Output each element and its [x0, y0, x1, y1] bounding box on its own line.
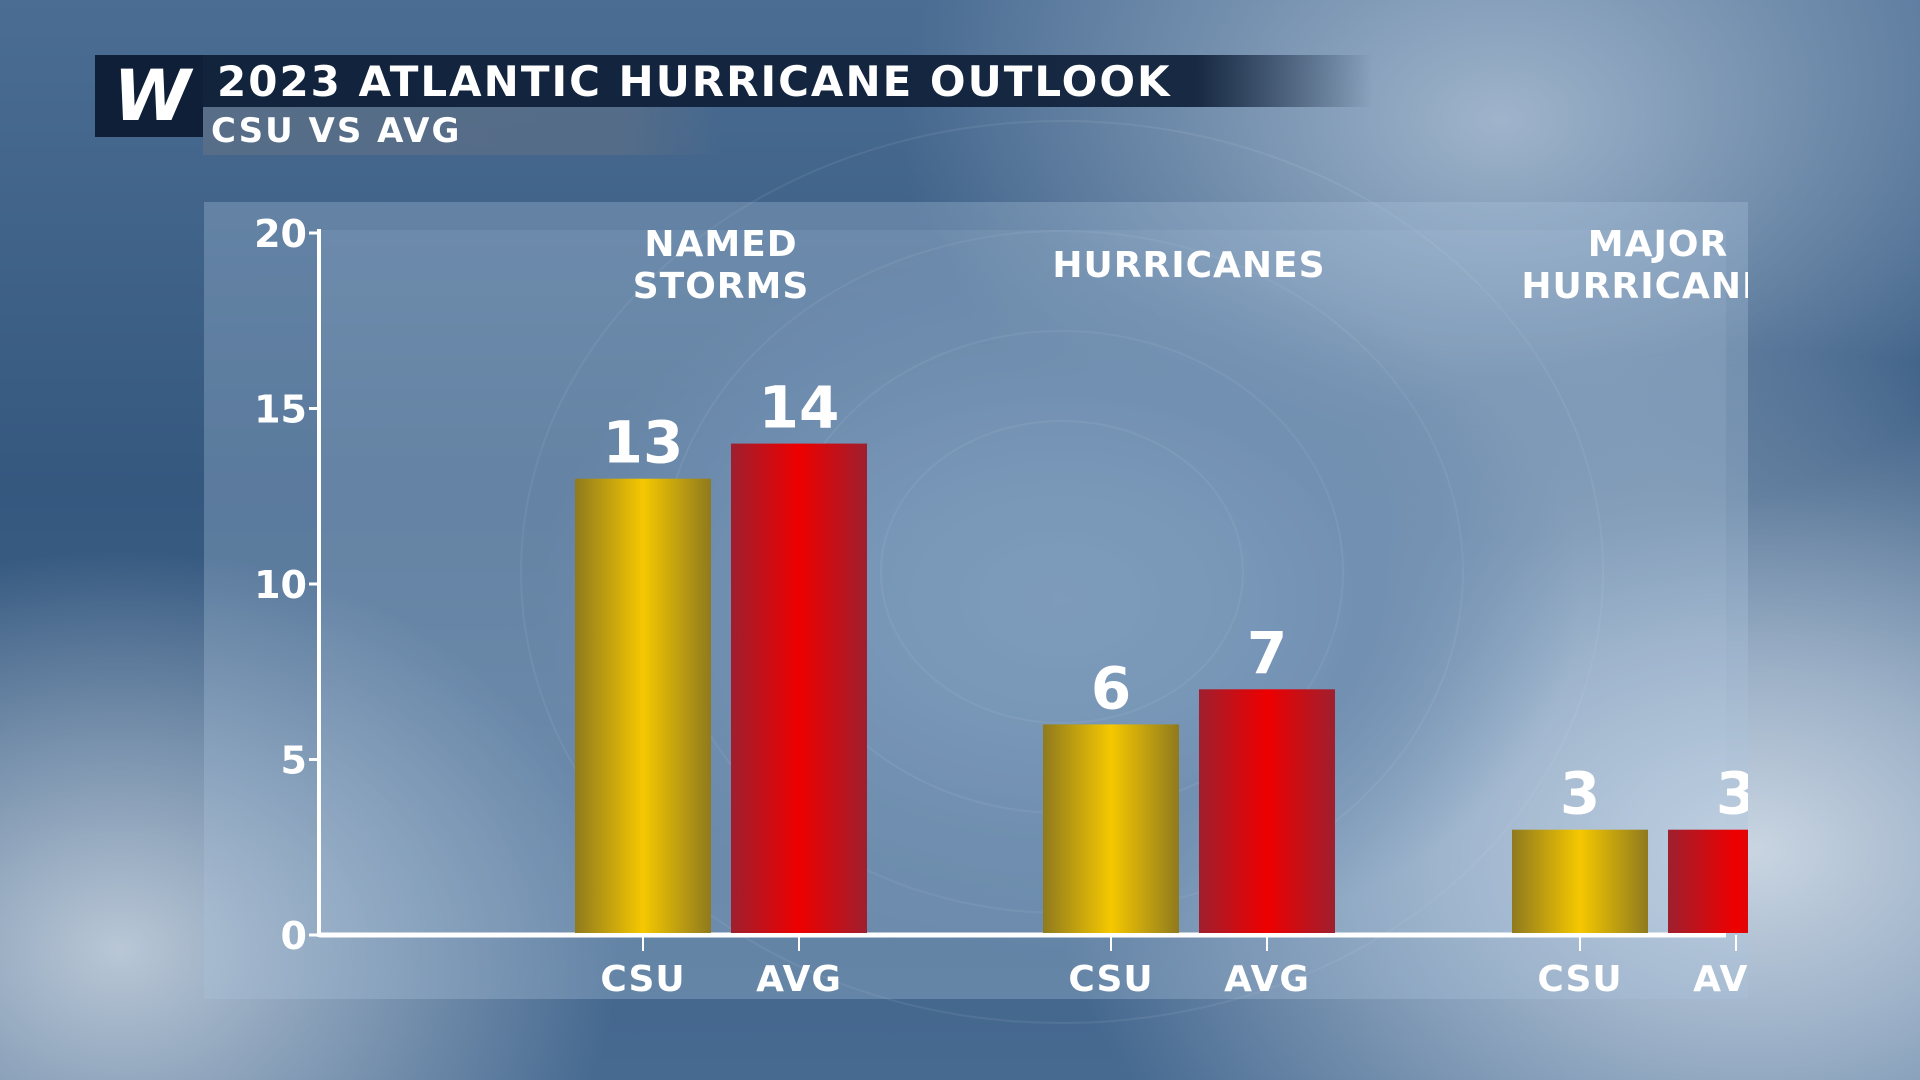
- title-bar: 2023 ATLANTIC HURRICANE OUTLOOK: [203, 55, 1373, 107]
- group-label: MAJOR: [1588, 224, 1728, 265]
- x-tick-label: AVG: [1224, 959, 1310, 999]
- bar-csu: [1512, 829, 1648, 933]
- page-subtitle: CSU VS AVG: [211, 111, 462, 151]
- bar-avg: [1199, 689, 1335, 933]
- bar-csu: [1043, 724, 1179, 933]
- bar-csu: [575, 478, 711, 933]
- bar-avg: [731, 443, 867, 933]
- page-title: 2023 ATLANTIC HURRICANE OUTLOOK: [217, 56, 1172, 106]
- subtitle-bar: CSU VS AVG: [203, 107, 723, 155]
- x-tick-label: CSU: [600, 959, 685, 999]
- x-tick-label: CSU: [1068, 959, 1153, 999]
- chart-panel: 0 5 10 15 20 NAMED STORMS 13 CSU 14 AVG HURRICANES 6…: [204, 202, 1748, 999]
- group-label: HURRICANES: [1052, 245, 1325, 286]
- data-label: 3: [1560, 760, 1600, 828]
- x-tick-label: CSU: [1537, 959, 1622, 999]
- brand-logo-letter: W: [113, 55, 190, 137]
- x-tick-label: AVG: [756, 959, 842, 999]
- group-label: STORMS: [633, 266, 810, 307]
- y-tick-label: 0: [281, 914, 307, 958]
- y-tick-label: 15: [254, 388, 307, 432]
- background-swirl-ring: [520, 120, 1604, 1024]
- x-tick-label: AVG: [1693, 959, 1748, 999]
- y-tick-label: 10: [254, 563, 307, 607]
- data-label: 14: [759, 374, 840, 442]
- group-label: NAMED: [644, 224, 797, 265]
- group-label: HURRICANES: [1521, 266, 1748, 307]
- y-tick-label: 5: [281, 739, 307, 783]
- plot-area: [319, 230, 1726, 935]
- data-label: 13: [603, 409, 684, 477]
- data-label: 3: [1716, 760, 1748, 828]
- brand-logo: W: [95, 55, 203, 137]
- data-label: 7: [1247, 619, 1287, 687]
- bar-avg: [1668, 829, 1748, 933]
- y-tick-label: 20: [254, 212, 307, 256]
- data-label: 6: [1091, 654, 1131, 722]
